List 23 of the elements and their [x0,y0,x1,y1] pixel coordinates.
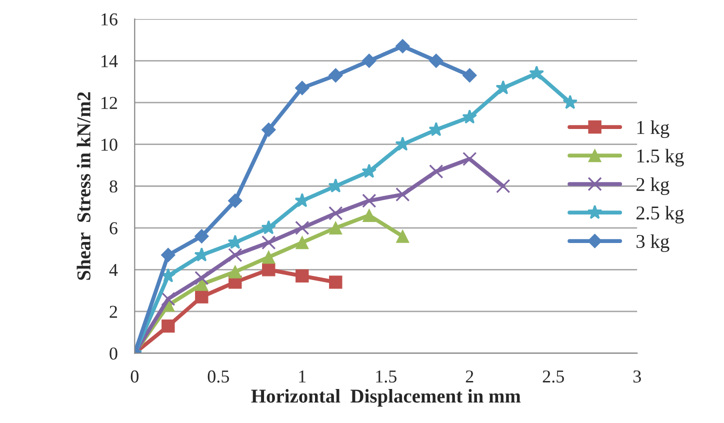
y-tick-label: 0 [110,347,118,360]
y-tick-label: 2 [110,306,117,318]
x-tick-label: 1.5 [376,370,396,383]
y-tick-label: 14 [102,55,118,68]
x-axis-title: Horizontal Displacement in mm [251,389,521,407]
x-tick-label: 2.5 [542,370,564,383]
y-tick-label: 16 [102,13,118,26]
y-tick-label: 6 [110,222,118,234]
x-tick-label: 2 [466,370,474,382]
x-tick-label: 0 [130,370,138,383]
legend-label: 2 kg [636,177,670,196]
legend-label: 2.5 kg [636,206,684,224]
legend-label: 3 kg [636,234,670,252]
legend-label: 1.5 kg [637,148,684,167]
x-tick-label: 3 [633,370,641,383]
y-tick-label: 4 [109,264,118,276]
x-tick-label: 0.5 [208,370,229,383]
y-tick-label: 10 [102,138,118,151]
legend-label: 1 kg [637,120,670,138]
x-tick-label: 1 [299,370,306,382]
y-tick-label: 12 [102,96,117,109]
y-tick-label: 8 [110,180,118,193]
y-axis-title: Shear Stress in kN/m2 [76,92,90,280]
